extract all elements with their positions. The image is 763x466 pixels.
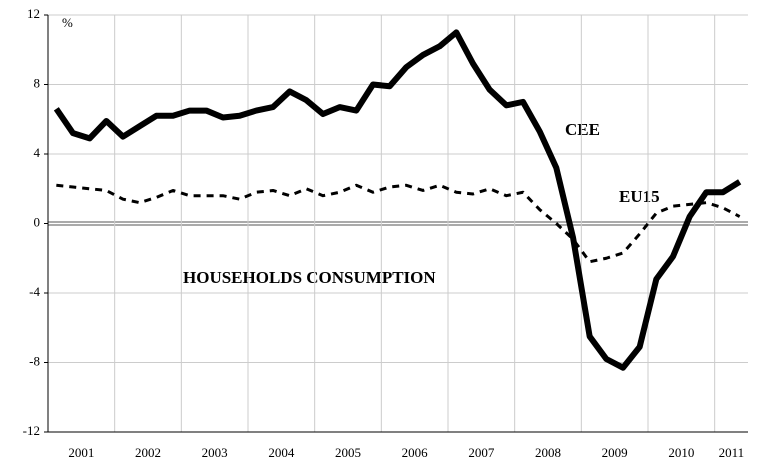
x-tick-label: 2005 [335, 445, 361, 460]
y-tick-label: -12 [23, 423, 40, 438]
x-tick-label: 2001 [68, 445, 94, 460]
x-tick-label: 2004 [268, 445, 295, 460]
series-label: CEE [565, 120, 600, 139]
x-tick-label: 2006 [402, 445, 429, 460]
x-tick-label: 2002 [135, 445, 161, 460]
annotation: HOUSEHOLDS CONSUMPTION [183, 268, 436, 287]
y-tick-label: -4 [29, 284, 40, 299]
unit-label: % [62, 15, 73, 30]
x-tick-label: 2003 [202, 445, 228, 460]
x-tick-label: 2009 [602, 445, 628, 460]
y-tick-label: 8 [34, 75, 41, 90]
y-tick-label: 12 [27, 6, 40, 21]
series-line [53, 29, 742, 371]
series-line [56, 183, 741, 264]
y-tick-label: -8 [29, 353, 40, 368]
series-label: EU15 [619, 187, 660, 206]
y-tick-label: 0 [34, 214, 41, 229]
x-tick-label: 2007 [468, 445, 495, 460]
y-tick-label: 4 [34, 145, 41, 160]
x-tick-label: 2008 [535, 445, 561, 460]
x-tick-label: 2011 [719, 445, 745, 460]
x-tick-label: 2010 [668, 445, 694, 460]
